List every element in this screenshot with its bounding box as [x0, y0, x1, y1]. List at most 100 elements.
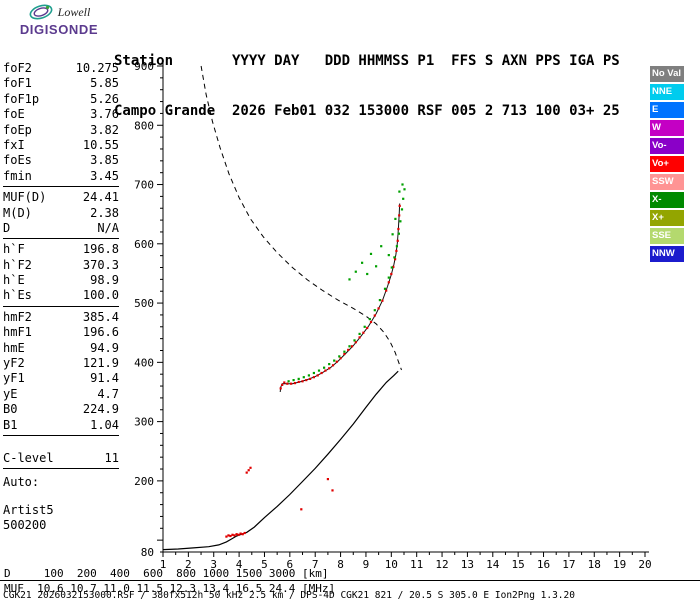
param-value: 3.45: [90, 168, 119, 183]
param-label: foF2: [3, 61, 32, 75]
param-row-hmf2: hmF2 385.4: [3, 310, 119, 325]
param-label: yE: [3, 386, 18, 401]
legend-item-e: E: [650, 102, 684, 118]
param-label: yF1: [3, 371, 25, 386]
param-value: N/A: [97, 220, 119, 235]
param-row-clevel: C-level 11: [3, 451, 119, 466]
param-label: foF1p: [3, 91, 40, 106]
station-header: Station YYYY DAY DDD HHMMSS P1 FFS S AXN…: [114, 20, 620, 152]
param-row-he: h`E 98.9: [3, 273, 119, 288]
header-line-2: Campo Grande 2026 Feb01 032 153000 RSF 0…: [114, 102, 620, 119]
svg-text:6: 6: [287, 558, 294, 571]
direction-legend: No Val NNE E W Vo- Vo+ SSW X- X+ SSE NNW: [650, 66, 684, 264]
svg-text:300: 300: [134, 416, 154, 429]
param-value: 196.6: [82, 325, 119, 340]
legend-item-sse: SSE: [650, 228, 684, 244]
param-row-ye: yE 4.7: [3, 387, 119, 402]
svg-text:19: 19: [613, 558, 626, 571]
svg-text:13: 13: [461, 558, 474, 571]
parameter-panel: foF2 10.275 foF1 5.85 foF1p 5.26 foE 3.76 foEp 3.…: [3, 61, 119, 534]
svg-text:14: 14: [486, 558, 500, 571]
svg-text:12: 12: [435, 558, 448, 571]
param-value: 91.4: [90, 371, 119, 386]
param-footer-line: Artist5: [3, 502, 54, 517]
divider: [3, 238, 119, 240]
param-value: 10.55: [82, 137, 119, 152]
legend-item-vo-: Vo-: [650, 138, 684, 154]
param-label: h`F2: [3, 257, 32, 272]
svg-text:7: 7: [312, 558, 319, 571]
divider: [3, 468, 119, 470]
param-label: foE: [3, 107, 25, 122]
param-row-yf1: yF1 91.4: [3, 371, 119, 386]
logo-top-row: Lowell: [6, 3, 112, 21]
param-label: h`Es: [3, 288, 32, 303]
svg-text:1: 1: [160, 558, 167, 571]
svg-text:80: 80: [141, 546, 154, 559]
param-row-b0: B0 224.9: [3, 402, 119, 417]
svg-text:500: 500: [134, 297, 154, 310]
param-row-foep: foEp 3.82: [3, 123, 119, 138]
svg-text:10: 10: [385, 558, 398, 571]
param-label: MUF(D): [3, 190, 47, 205]
param-value: 4.7: [97, 386, 119, 401]
param-value: 10.275: [75, 61, 119, 75]
divider: [3, 434, 119, 436]
param-label: D: [3, 220, 11, 235]
svg-text:900: 900: [134, 60, 154, 73]
header-line-1: Station YYYY DAY DDD HHMMSS P1 FFS S AXN…: [114, 53, 620, 69]
param-row-fof2: foF2 10.275: [3, 61, 119, 76]
logo-swirl-icon: [29, 4, 53, 20]
param-row-foes: foEs 3.85: [3, 153, 119, 168]
param-value: 3.76: [90, 107, 119, 122]
legend-item-nne: NNE: [650, 84, 684, 100]
param-value: 3.85: [90, 153, 119, 168]
param-value: 385.4: [82, 309, 119, 324]
legend-item-ssw: SSW: [650, 174, 684, 190]
param-value: 370.3: [82, 257, 119, 272]
param-value: 11: [104, 450, 119, 465]
param-row-hf2: h`F2 370.3: [3, 258, 119, 273]
param-row-hes: h`Es 100.0: [3, 288, 119, 303]
param-row-fof1: foF1 5.85: [3, 76, 119, 91]
param-row-md: M(D) 2.38: [3, 206, 119, 221]
param-value: 3.82: [90, 122, 119, 137]
param-row-b1: B1 1.04: [3, 418, 119, 433]
svg-text:5: 5: [261, 558, 268, 571]
param-row-hf: h`F 196.8: [3, 242, 119, 257]
svg-text:18: 18: [588, 558, 601, 571]
param-label: foF1: [3, 76, 32, 91]
logo-lowell-text: Lowell: [57, 4, 91, 19]
param-label: hmE: [3, 340, 25, 355]
param-label: h`E: [3, 273, 25, 288]
divider: [3, 186, 119, 188]
logo-digisonde-text: DIGISONDE: [19, 22, 99, 37]
param-footer-line: Auto:: [3, 475, 40, 490]
svg-text:16: 16: [537, 558, 550, 571]
param-label: h`F: [3, 242, 25, 257]
param-row-hmf1: hmF1 196.6: [3, 325, 119, 340]
param-label: foEp: [3, 122, 32, 137]
param-row-fxi: fxI 10.55: [3, 138, 119, 153]
bottom-divider: [0, 580, 700, 581]
param-label: hmF1: [3, 325, 32, 340]
digisonde-logo: Lowell DIGISONDE: [6, 3, 112, 38]
param-label: hmF2: [3, 309, 32, 324]
param-row-d: D N/A: [3, 221, 119, 236]
param-label: C-level: [3, 450, 54, 465]
file-info-footer: CGK21_2026032153000.RSF / 380fx512h 50 k…: [3, 590, 575, 600]
svg-text:3: 3: [210, 558, 217, 571]
svg-text:400: 400: [134, 356, 154, 369]
svg-text:200: 200: [134, 475, 154, 488]
param-label: B0: [3, 402, 18, 417]
distance-row: D 100 200 400 600 800 1000 1500 3000 [km…: [4, 567, 329, 580]
param-value: 121.9: [82, 356, 119, 371]
muf-row: MUF 10.6 10.7 11.0 11.5 12.3 13.4 16.5 2…: [4, 582, 336, 595]
param-row-yf2: yF2 121.9: [3, 356, 119, 371]
param-value: 100.0: [82, 288, 119, 303]
param-row-foe: foE 3.76: [3, 107, 119, 122]
svg-text:20: 20: [638, 558, 651, 571]
svg-text:9: 9: [363, 558, 370, 571]
svg-text:700: 700: [134, 179, 154, 192]
